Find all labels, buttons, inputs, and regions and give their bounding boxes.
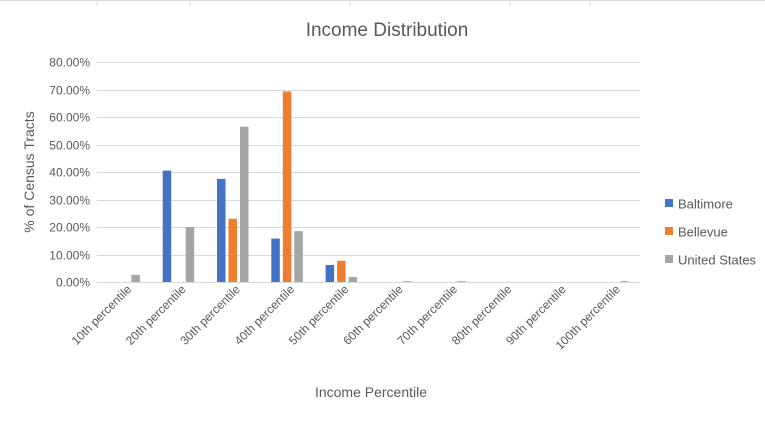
bar-united-states — [348, 277, 358, 282]
y-axis-title: % of Census Tracts — [21, 111, 37, 232]
bar-bellevue — [228, 218, 237, 282]
legend: Baltimore Bellevue United States — [665, 197, 757, 268]
bar-united-states — [185, 227, 195, 282]
bar-united-states — [240, 126, 249, 282]
bars — [131, 91, 629, 282]
bar-united-states — [620, 281, 629, 282]
legend-item: Baltimore — [665, 197, 733, 212]
y-tick-label: 20.00% — [49, 221, 90, 235]
bar-united-states — [131, 274, 140, 282]
gridlines — [97, 62, 640, 283]
y-tick-label: 10.00% — [49, 249, 90, 263]
legend-swatch-baltimore — [665, 199, 673, 207]
bar-baltimore — [162, 170, 172, 282]
bar-bellevue — [337, 260, 346, 282]
bar-baltimore — [271, 238, 280, 282]
y-tick-label: 80.00% — [49, 56, 90, 70]
bar-united-states — [457, 281, 466, 282]
legend-label: Baltimore — [678, 197, 733, 212]
legend-label: United States — [678, 253, 757, 268]
chart-title: Income Distribution — [306, 20, 469, 41]
bar-united-states — [294, 231, 303, 282]
legend-item: United States — [665, 253, 757, 268]
legend-label: Bellevue — [678, 225, 728, 240]
top-border-ticks — [0, 0, 765, 6]
y-tick-label: 60.00% — [49, 111, 90, 125]
legend-swatch-united-states — [665, 255, 673, 263]
bar-bellevue — [282, 91, 292, 282]
y-tick-label: 50.00% — [49, 139, 90, 153]
y-tick-label: 70.00% — [49, 84, 90, 98]
legend-swatch-bellevue — [665, 227, 673, 235]
x-axis-title: Income Percentile — [315, 384, 427, 400]
y-tick-label: 30.00% — [49, 194, 90, 208]
bar-baltimore — [325, 264, 335, 282]
bar-baltimore — [217, 178, 226, 282]
y-tick-label: 40.00% — [49, 166, 90, 180]
y-axis-ticks: 0.00% 10.00% 20.00% 30.00% 40.00% 50.00% 60.00… — [49, 56, 90, 290]
legend-item: Bellevue — [665, 225, 728, 240]
y-tick-label: 0.00% — [56, 276, 90, 290]
bar-united-states — [402, 281, 412, 282]
